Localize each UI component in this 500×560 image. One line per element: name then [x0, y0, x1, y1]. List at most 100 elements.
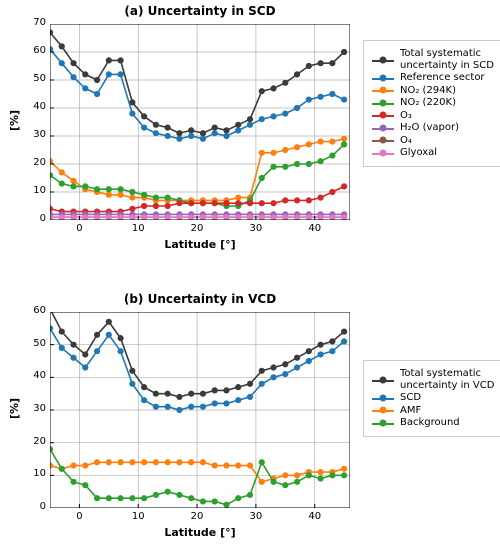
series-marker [188, 495, 194, 501]
series-marker [176, 136, 182, 142]
legend-label: Glyoxal [400, 147, 437, 159]
series-marker [317, 342, 323, 348]
series-marker [270, 200, 276, 206]
series-marker [141, 203, 147, 209]
series-marker [129, 195, 135, 201]
series-marker [317, 139, 323, 145]
series-marker [176, 394, 182, 400]
series-marker [341, 49, 347, 55]
series-marker [82, 482, 88, 488]
series-marker [94, 348, 100, 354]
series-marker [153, 492, 159, 498]
series-marker [188, 133, 194, 139]
series-marker [200, 404, 206, 410]
legend-label: NO₂ (220K) [400, 97, 456, 109]
series-marker [294, 161, 300, 167]
series-marker [317, 94, 323, 100]
series-marker [294, 364, 300, 370]
series-marker [59, 345, 65, 351]
series-marker [259, 175, 265, 181]
series-marker [329, 139, 335, 145]
panel-a-title: (a) Uncertainty in SCD [50, 4, 350, 18]
xtick-label: 30 [246, 223, 266, 234]
series-marker [329, 189, 335, 195]
series-marker [223, 200, 229, 206]
series-marker [94, 91, 100, 97]
series-marker [141, 384, 147, 390]
legend-item: NO₂ (220K) [372, 97, 494, 109]
series-marker [94, 77, 100, 83]
series-marker [317, 158, 323, 164]
series-marker [153, 391, 159, 397]
series-marker [165, 133, 171, 139]
legend-label: Reference sector [400, 72, 485, 84]
ytick-label: 40 [22, 101, 46, 112]
series-marker [212, 387, 218, 393]
series-marker [106, 319, 112, 325]
legend-label: NO₂ (294K) [400, 85, 456, 97]
series-marker [153, 195, 159, 201]
panel-b-plot [50, 312, 350, 508]
legend-label: Total systematic uncertainty in VCD [400, 368, 494, 391]
series-marker [282, 80, 288, 86]
ytick-label: 0 [22, 501, 46, 512]
series-marker [294, 144, 300, 150]
series-marker [117, 495, 123, 501]
series-marker [317, 469, 323, 475]
series-marker [223, 127, 229, 133]
series-marker [341, 466, 347, 472]
series-marker [306, 97, 312, 103]
series-marker [341, 97, 347, 103]
xtick-label: 0 [69, 223, 89, 234]
xtick-label: 40 [305, 223, 325, 234]
xtick-label: 20 [187, 223, 207, 234]
series-marker [235, 127, 241, 133]
series-marker [200, 136, 206, 142]
series-marker [235, 384, 241, 390]
series-marker [317, 476, 323, 482]
legend-item: Background [372, 417, 494, 429]
series-marker [165, 391, 171, 397]
series-marker [82, 462, 88, 468]
legend-item: Total systematic uncertainty in VCD [372, 368, 494, 391]
series-marker [188, 459, 194, 465]
series-marker [153, 404, 159, 410]
series-marker [59, 169, 65, 175]
series-marker [188, 391, 194, 397]
series-marker [106, 186, 112, 192]
xtick-label: 0 [69, 511, 89, 522]
series-marker [282, 472, 288, 478]
series-marker [70, 178, 76, 184]
series-marker [317, 351, 323, 357]
series-marker [200, 200, 206, 206]
series-marker [223, 462, 229, 468]
series-marker [94, 495, 100, 501]
panel-b-title: (b) Uncertainty in VCD [50, 292, 350, 306]
series-marker [200, 498, 206, 504]
legend-label: H₂O (vapor) [400, 122, 459, 134]
series-marker [165, 489, 171, 495]
ytick-label: 70 [22, 17, 46, 28]
ytick-label: 60 [22, 305, 46, 316]
series-marker [247, 200, 253, 206]
ytick-label: 50 [22, 73, 46, 84]
series-marker [282, 164, 288, 170]
series-marker [153, 203, 159, 209]
series-marker [247, 381, 253, 387]
series-marker [176, 407, 182, 413]
series-marker [129, 368, 135, 374]
series-marker [247, 394, 253, 400]
series-marker [117, 57, 123, 63]
series-marker [212, 400, 218, 406]
series-marker [212, 498, 218, 504]
series-marker [306, 63, 312, 69]
legend-item: Reference sector [372, 72, 494, 84]
series-marker [212, 130, 218, 136]
series-marker [188, 404, 194, 410]
series-marker [306, 161, 312, 167]
series-marker [329, 338, 335, 344]
series-marker [200, 130, 206, 136]
series-marker [306, 141, 312, 147]
panel-b-xlabel: Latitude [°] [50, 526, 350, 539]
series-marker [153, 130, 159, 136]
